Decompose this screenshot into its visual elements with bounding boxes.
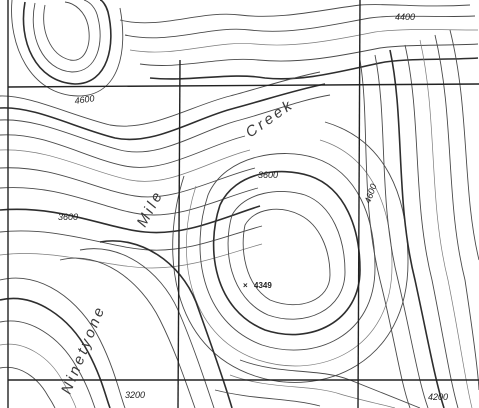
contour-label-4400: 4400	[395, 12, 415, 22]
feature-label-creek: Creek	[243, 96, 298, 141]
feature-label-mile: Mile	[134, 187, 168, 230]
summit-elevation-label: 4349	[254, 281, 272, 290]
contour-label-4600-left: 4600	[74, 93, 95, 106]
summit-marker: × 4349	[243, 281, 272, 290]
contour-label-4200: 4200	[428, 392, 448, 402]
contour-label-3600-center: 3600	[258, 170, 278, 180]
summit-x-icon: ×	[243, 281, 248, 290]
contour-label-3200: 3200	[125, 390, 145, 400]
grid-lines	[7, 0, 479, 408]
contour-label-3600-left: 3600	[58, 212, 78, 222]
contour-label-4600-right: 4600	[362, 182, 378, 204]
